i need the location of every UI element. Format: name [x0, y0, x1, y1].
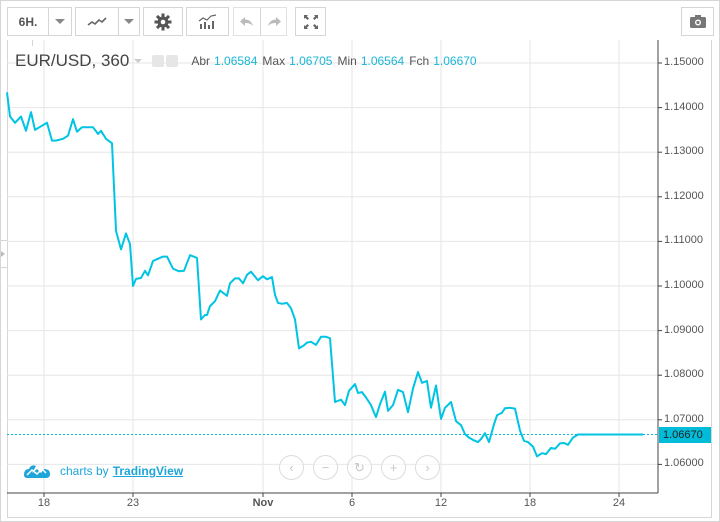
- price-tick-label: 1.10000: [664, 279, 704, 291]
- undo-button[interactable]: [234, 8, 260, 35]
- zoom-in-button[interactable]: +: [381, 455, 406, 480]
- chart-style-group: [75, 7, 140, 36]
- minus-icon: −: [321, 460, 330, 475]
- redo-button[interactable]: [260, 8, 286, 35]
- price-tick-label: 1.08000: [664, 368, 704, 381]
- price-tick-label: 1.13000: [664, 145, 704, 158]
- branding: charts by TradingView: [24, 464, 183, 478]
- chevron-down-icon: [55, 19, 65, 24]
- open-value: 1.06584: [214, 54, 258, 68]
- time-tick-label: 6: [348, 497, 356, 509]
- chart-style-dropdown-button[interactable]: [118, 8, 139, 35]
- chevron-down-icon[interactable]: [134, 59, 143, 63]
- interval-dropdown-button[interactable]: [48, 8, 71, 35]
- close-value: 1.06670: [433, 54, 477, 68]
- price-tick-label: 1.12000: [664, 189, 704, 202]
- time-tick-label: 24: [612, 497, 626, 509]
- high-label: Max: [262, 54, 286, 68]
- price-tick-label: 1.15000: [664, 56, 704, 68]
- interval-group: 6H.: [7, 7, 72, 36]
- grid-lines: [7, 40, 658, 493]
- current-price-tag: 1.06670: [659, 426, 711, 443]
- low-label: Min: [337, 54, 357, 68]
- reset-button[interactable]: ↻: [347, 455, 372, 480]
- settings-button[interactable]: [144, 8, 182, 35]
- camera-icon: [689, 15, 706, 28]
- snapshot-group: [681, 7, 714, 36]
- interval-label: 6H.: [18, 14, 38, 29]
- redo-icon: [267, 16, 281, 26]
- time-tick-label: 23: [126, 497, 140, 509]
- indicators-icon: [198, 13, 216, 29]
- low-value: 1.06564: [360, 54, 405, 68]
- chevron-down-icon: [124, 19, 134, 24]
- fullscreen-group: [295, 7, 326, 36]
- price-tick-label: 1.09000: [664, 323, 704, 336]
- indicators-group: [186, 7, 229, 36]
- settings-group: [143, 7, 183, 36]
- line-chart-icon: [87, 16, 107, 26]
- plus-icon: +: [389, 460, 398, 475]
- scroll-right-button[interactable]: ›: [415, 455, 440, 480]
- high-value: 1.06705: [289, 54, 333, 68]
- price-tick-label: 1.14000: [664, 100, 704, 113]
- price-tick-label: 1.07000: [664, 412, 704, 425]
- gear-icon[interactable]: [166, 55, 179, 67]
- legend: EUR/USD, 360 Abr 1.06584 Max 1.06705 Min…: [15, 50, 477, 72]
- undo-icon: [240, 16, 253, 26]
- gear-icon: [154, 13, 172, 30]
- time-tick-label: 12: [434, 497, 448, 509]
- left-toolbar-toggle[interactable]: [0, 240, 7, 268]
- eye-icon[interactable]: [152, 55, 165, 67]
- history-group: [233, 7, 287, 36]
- branding-prefix: charts by: [60, 464, 109, 478]
- fullscreen-icon: [303, 14, 318, 29]
- price-tick-label: 1.06000: [664, 457, 704, 470]
- symbol-label[interactable]: EUR/USD, 360: [15, 51, 130, 70]
- scroll-left-button[interactable]: ‹: [279, 455, 304, 480]
- chevron-left-icon: ‹: [289, 460, 294, 475]
- time-tick-label: 18: [523, 497, 537, 509]
- fullscreen-button[interactable]: [296, 8, 325, 35]
- tradingview-link[interactable]: TradingView: [112, 464, 184, 478]
- time-tick-label: Nov: [252, 497, 274, 509]
- indicators-button[interactable]: [187, 8, 228, 35]
- chevron-right-icon: ›: [425, 460, 430, 475]
- reset-icon: ↻: [354, 459, 365, 475]
- price-series-line: [6, 92, 643, 458]
- zoom-out-button[interactable]: −: [313, 455, 338, 480]
- chart-style-button[interactable]: [76, 8, 118, 35]
- toolbar: 6H.: [0, 0, 720, 40]
- close-label: Fch: [409, 54, 430, 68]
- open-label: Abr: [191, 54, 211, 68]
- tradingview-logo-icon: [24, 465, 50, 478]
- snapshot-button[interactable]: [682, 8, 713, 35]
- interval-button[interactable]: 6H.: [8, 8, 48, 35]
- chevron-right-icon: [1, 251, 5, 257]
- chart-pane[interactable]: [7, 40, 712, 518]
- price-tick-label: 1.11000: [664, 234, 703, 247]
- time-tick-label: 18: [37, 497, 51, 509]
- axis-ticks: [43, 62, 662, 497]
